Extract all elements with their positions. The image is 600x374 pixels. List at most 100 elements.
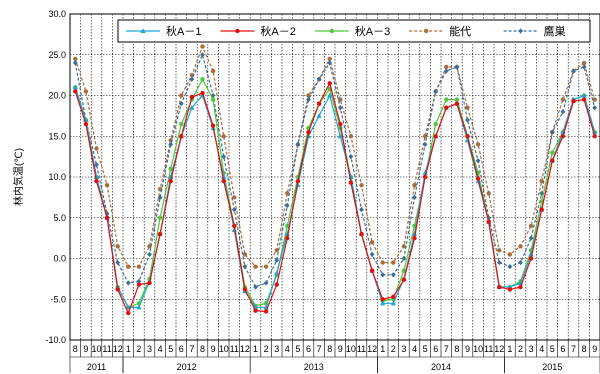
legend-marker: [140, 28, 146, 33]
data-point: [232, 223, 237, 229]
x-tick-label: 8: [327, 344, 332, 354]
x-tick-label: 6: [433, 344, 438, 354]
data-point: [168, 178, 173, 184]
data-point: [284, 231, 290, 237]
data-point: [348, 134, 354, 139]
data-point: [592, 105, 598, 111]
data-point: [189, 104, 195, 110]
data-point: [571, 99, 576, 104]
data-point: [306, 129, 311, 135]
data-point: [306, 96, 311, 103]
data-point: [454, 64, 460, 70]
data-point: [592, 97, 597, 102]
grid-lines: [69, 13, 600, 341]
data-point: [422, 141, 428, 147]
x-year-label: 2013: [304, 362, 324, 372]
legend: 秋A－1 秋A－2 秋A－3 能代 鷹巣: [117, 19, 591, 43]
data-point: [179, 134, 184, 139]
data-point: [285, 235, 290, 241]
x-year-label: 2012: [177, 362, 197, 372]
data-point: [390, 300, 396, 306]
data-point: [391, 294, 396, 300]
data-point: [327, 56, 332, 62]
data-point: [581, 64, 587, 70]
legend-marker: [329, 28, 334, 34]
x-tick-label: 7: [189, 344, 194, 354]
data-point: [433, 134, 438, 139]
data-point: [126, 264, 131, 269]
data-point: [136, 304, 142, 310]
data-point: [178, 101, 184, 107]
data-point: [200, 77, 205, 82]
legend-label: 鷹巣: [544, 24, 566, 38]
data-point: [337, 105, 343, 111]
x-tick-label: 5: [423, 344, 428, 354]
data-point: [210, 97, 216, 102]
x-tick-label: 10: [91, 344, 101, 354]
data-point: [242, 264, 248, 270]
x-tick-label: 1: [253, 344, 258, 354]
x-tick-label: 8: [200, 344, 205, 354]
legend-marker: [235, 28, 240, 34]
x-tick-label: 1: [380, 344, 385, 354]
data-point: [93, 174, 100, 179]
data-point: [486, 219, 491, 225]
data-point: [147, 251, 152, 258]
data-point: [348, 154, 354, 160]
data-point: [581, 60, 587, 66]
x-tick-label: 6: [306, 344, 311, 354]
data-point: [115, 259, 121, 266]
data-point: [221, 178, 226, 184]
data-point: [465, 117, 470, 123]
x-tick-label: 12: [240, 344, 250, 354]
y-tick-label: 30.0: [48, 9, 66, 19]
data-point: [539, 178, 544, 184]
data-point: [401, 244, 407, 249]
data-point: [274, 248, 279, 253]
data-point: [412, 194, 417, 200]
data-point: [507, 287, 513, 292]
data-point: [592, 134, 597, 139]
data-point: [200, 52, 205, 58]
data-point: [136, 264, 142, 269]
x-tick-label: 3: [401, 344, 406, 354]
data-point: [72, 84, 78, 90]
data-point: [571, 68, 576, 74]
data-point: [157, 231, 163, 237]
legend-label: 能代: [449, 24, 471, 38]
data-point: [179, 121, 184, 127]
data-point: [126, 310, 131, 316]
data-point: [221, 134, 226, 139]
data-point: [465, 105, 470, 110]
data-point: [560, 97, 566, 102]
x-tick-label: 5: [295, 344, 300, 354]
data-point: [295, 178, 301, 184]
x-tick-label: 3: [529, 344, 534, 354]
x-year-label: 2015: [542, 362, 562, 372]
legend-label: 秋A－2: [260, 24, 295, 38]
data-point: [210, 123, 216, 128]
data-point: [475, 176, 481, 181]
data-point: [507, 264, 513, 270]
data-point: [369, 251, 375, 258]
data-point: [168, 166, 173, 172]
data-point: [390, 272, 396, 278]
data-point: [232, 195, 237, 200]
data-point: [104, 182, 110, 188]
data-point: [94, 178, 99, 184]
data-point: [369, 240, 375, 245]
data-point: [454, 97, 460, 102]
x-tick-label: 10: [473, 344, 483, 354]
y-tick-label: 5.0: [53, 213, 66, 223]
data-point: [444, 64, 449, 70]
data-point: [73, 89, 78, 94]
data-point: [486, 191, 491, 196]
x-tick-label: 12: [367, 344, 377, 354]
data-point: [412, 182, 417, 188]
data-point: [125, 280, 131, 286]
data-point: [581, 92, 587, 98]
data-point: [528, 256, 534, 261]
data-point: [274, 270, 280, 276]
x-tick-label: 4: [158, 344, 163, 354]
data-point: [221, 174, 227, 179]
